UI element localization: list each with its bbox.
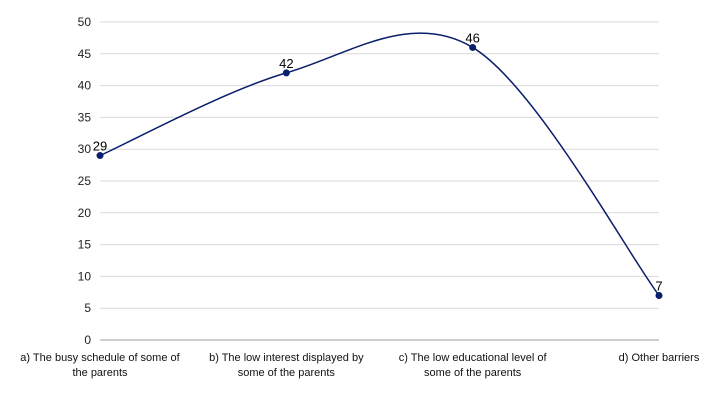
y-tick-label: 15	[78, 238, 92, 252]
y-axis-tick-labels: 0 5 10 15 20 25 30 35 40 45 50	[78, 15, 92, 347]
data-label: 7	[655, 278, 662, 293]
series-line	[99, 32, 660, 296]
x-category-label: c) The low educational level of some of t…	[399, 352, 548, 379]
x-category-label-line: some of the parents	[424, 367, 522, 379]
x-category-label: d) Other barriers	[619, 352, 700, 364]
data-label: 42	[279, 56, 293, 71]
data-label: 29	[93, 139, 107, 154]
y-tick-label: 10	[78, 269, 92, 283]
y-tick-label: 5	[84, 301, 91, 315]
x-category-label-line: a) The busy schedule of some of	[20, 352, 180, 364]
y-tick-label: 0	[84, 333, 91, 347]
data-point	[282, 69, 290, 77]
y-tick-label: 35	[78, 110, 92, 124]
x-category-label-line: d) Other barriers	[619, 352, 700, 364]
y-tick-label: 40	[78, 79, 92, 93]
data-point	[469, 43, 477, 51]
x-category-label-line: some of the parents	[238, 367, 336, 379]
data-label: 46	[465, 30, 479, 45]
y-tick-label: 45	[78, 47, 92, 61]
y-tick-label: 25	[78, 174, 92, 188]
x-category-label: a) The busy schedule of some of the paren…	[20, 352, 180, 379]
gridlines	[100, 21, 659, 341]
x-category-label: b) The low interest displayed by some of …	[209, 352, 364, 379]
data-point	[96, 152, 104, 160]
data-points	[96, 43, 663, 299]
x-category-label-line: b) The low interest displayed by	[209, 352, 364, 364]
data-labels: 29 42 46 7	[93, 30, 663, 293]
y-tick-label: 20	[78, 206, 92, 220]
x-category-label-line: c) The low educational level of	[399, 352, 548, 364]
x-axis-category-labels: a) The busy schedule of some of the paren…	[20, 352, 700, 379]
y-tick-label: 30	[78, 142, 92, 156]
data-point	[655, 291, 663, 299]
y-tick-label: 50	[78, 15, 92, 29]
x-category-label-line: the parents	[72, 367, 128, 379]
